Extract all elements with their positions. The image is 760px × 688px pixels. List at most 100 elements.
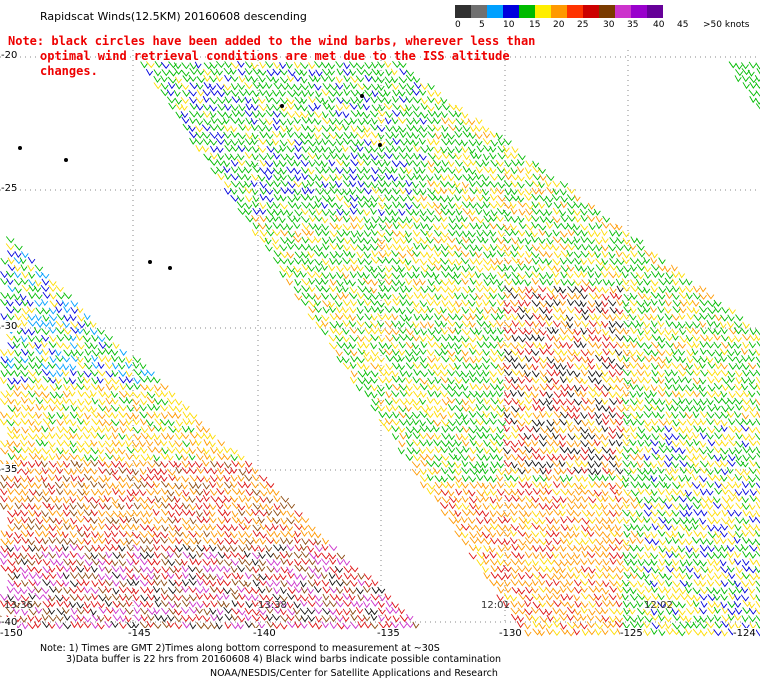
wind-barb — [118, 440, 126, 448]
wind-barb — [237, 138, 245, 146]
wind-barb — [581, 550, 589, 558]
wind-barb — [406, 447, 415, 455]
wind-barb — [259, 159, 268, 167]
wind-barb — [735, 314, 744, 322]
wind-barb — [727, 370, 736, 378]
wind-barb — [20, 495, 29, 503]
wind-barb — [286, 209, 294, 217]
wind-barb — [426, 208, 435, 216]
wind-barb — [616, 375, 624, 383]
wind-barb — [21, 251, 29, 259]
wind-barb — [511, 425, 520, 433]
wind-barb — [741, 615, 749, 623]
wind-barb — [237, 481, 246, 489]
wind-barb — [279, 265, 288, 273]
wind-barb — [413, 222, 421, 230]
wind-barb — [644, 334, 653, 342]
wind-barb — [476, 145, 485, 153]
wind-barb — [419, 188, 427, 196]
wind-barb — [27, 411, 36, 419]
wind-barb — [40, 384, 49, 392]
wind-barb — [517, 439, 525, 447]
wind-barb — [741, 572, 750, 580]
wind-barb — [622, 501, 631, 510]
wind-barb — [635, 418, 645, 426]
wind-barb — [63, 383, 71, 391]
wind-barb — [481, 467, 489, 475]
wind-barb — [741, 488, 750, 496]
wind-barb — [26, 306, 36, 314]
wind-barb — [700, 531, 708, 539]
wind-barb — [671, 362, 680, 370]
wind-barb — [510, 292, 519, 300]
wind-barb — [321, 166, 330, 174]
wind-barb — [679, 523, 688, 531]
wind-barb — [90, 439, 98, 447]
wind-barb — [587, 265, 595, 273]
wind-barb — [502, 209, 512, 217]
wind-barb — [195, 103, 204, 111]
wind-barb — [476, 489, 485, 497]
wind-barb — [447, 138, 455, 146]
wind-barb — [292, 235, 302, 243]
wind-barb — [20, 446, 29, 454]
wind-barb — [35, 397, 44, 405]
wind-barb — [405, 216, 413, 224]
wind-barb — [538, 356, 548, 364]
wind-barb — [685, 572, 693, 580]
wind-barb — [252, 207, 260, 215]
wind-barb — [504, 481, 513, 489]
wind-barb — [600, 607, 609, 615]
wind-barb — [748, 433, 756, 441]
wind-barb — [516, 488, 525, 496]
wind-barb — [630, 502, 639, 510]
wind-barb — [301, 278, 310, 286]
wind-barb — [244, 110, 254, 118]
wind-barb — [418, 439, 427, 447]
wind-barb — [734, 397, 743, 405]
wind-barb — [545, 517, 554, 525]
wind-barb — [455, 118, 465, 126]
wind-barb — [644, 551, 653, 559]
wind-barb — [110, 404, 120, 412]
wind-barb — [427, 292, 436, 301]
wind-barb — [412, 76, 421, 84]
wind-barb — [735, 572, 745, 581]
wind-barb — [119, 348, 127, 356]
wind-barb — [671, 404, 679, 412]
wind-barb — [509, 327, 518, 335]
wind-barb — [118, 390, 128, 398]
wind-barb — [643, 629, 651, 637]
wind-barb — [336, 265, 344, 273]
wind-barb — [230, 104, 239, 112]
wind-barb — [608, 510, 617, 518]
wind-barb — [62, 496, 70, 504]
wind-barb — [230, 139, 239, 147]
wind-barb — [517, 383, 526, 391]
wind-barb — [693, 363, 702, 371]
wind-barb — [168, 523, 176, 531]
wind-barb — [258, 89, 267, 97]
wind-barb — [462, 174, 471, 182]
wind-barb — [657, 362, 665, 370]
wind-barb — [49, 320, 56, 328]
wind-barb — [720, 327, 728, 335]
wind-barb — [28, 488, 37, 496]
wind-barb — [412, 209, 420, 217]
wind-barb — [538, 502, 547, 510]
wind-barb — [364, 201, 373, 209]
wind-barb — [559, 537, 567, 545]
wind-barb — [455, 258, 463, 266]
wind-barb — [398, 61, 407, 69]
wind-barb — [426, 404, 434, 412]
wind-barb — [342, 188, 351, 196]
wind-barb — [483, 516, 491, 524]
wind-barb — [21, 502, 30, 510]
wind-barb — [713, 509, 721, 517]
wind-barb — [713, 572, 722, 580]
wind-barb — [426, 201, 436, 209]
wind-barb — [203, 452, 211, 460]
wind-barb — [447, 174, 455, 182]
wind-barb — [265, 132, 274, 140]
wind-barb — [468, 370, 477, 378]
